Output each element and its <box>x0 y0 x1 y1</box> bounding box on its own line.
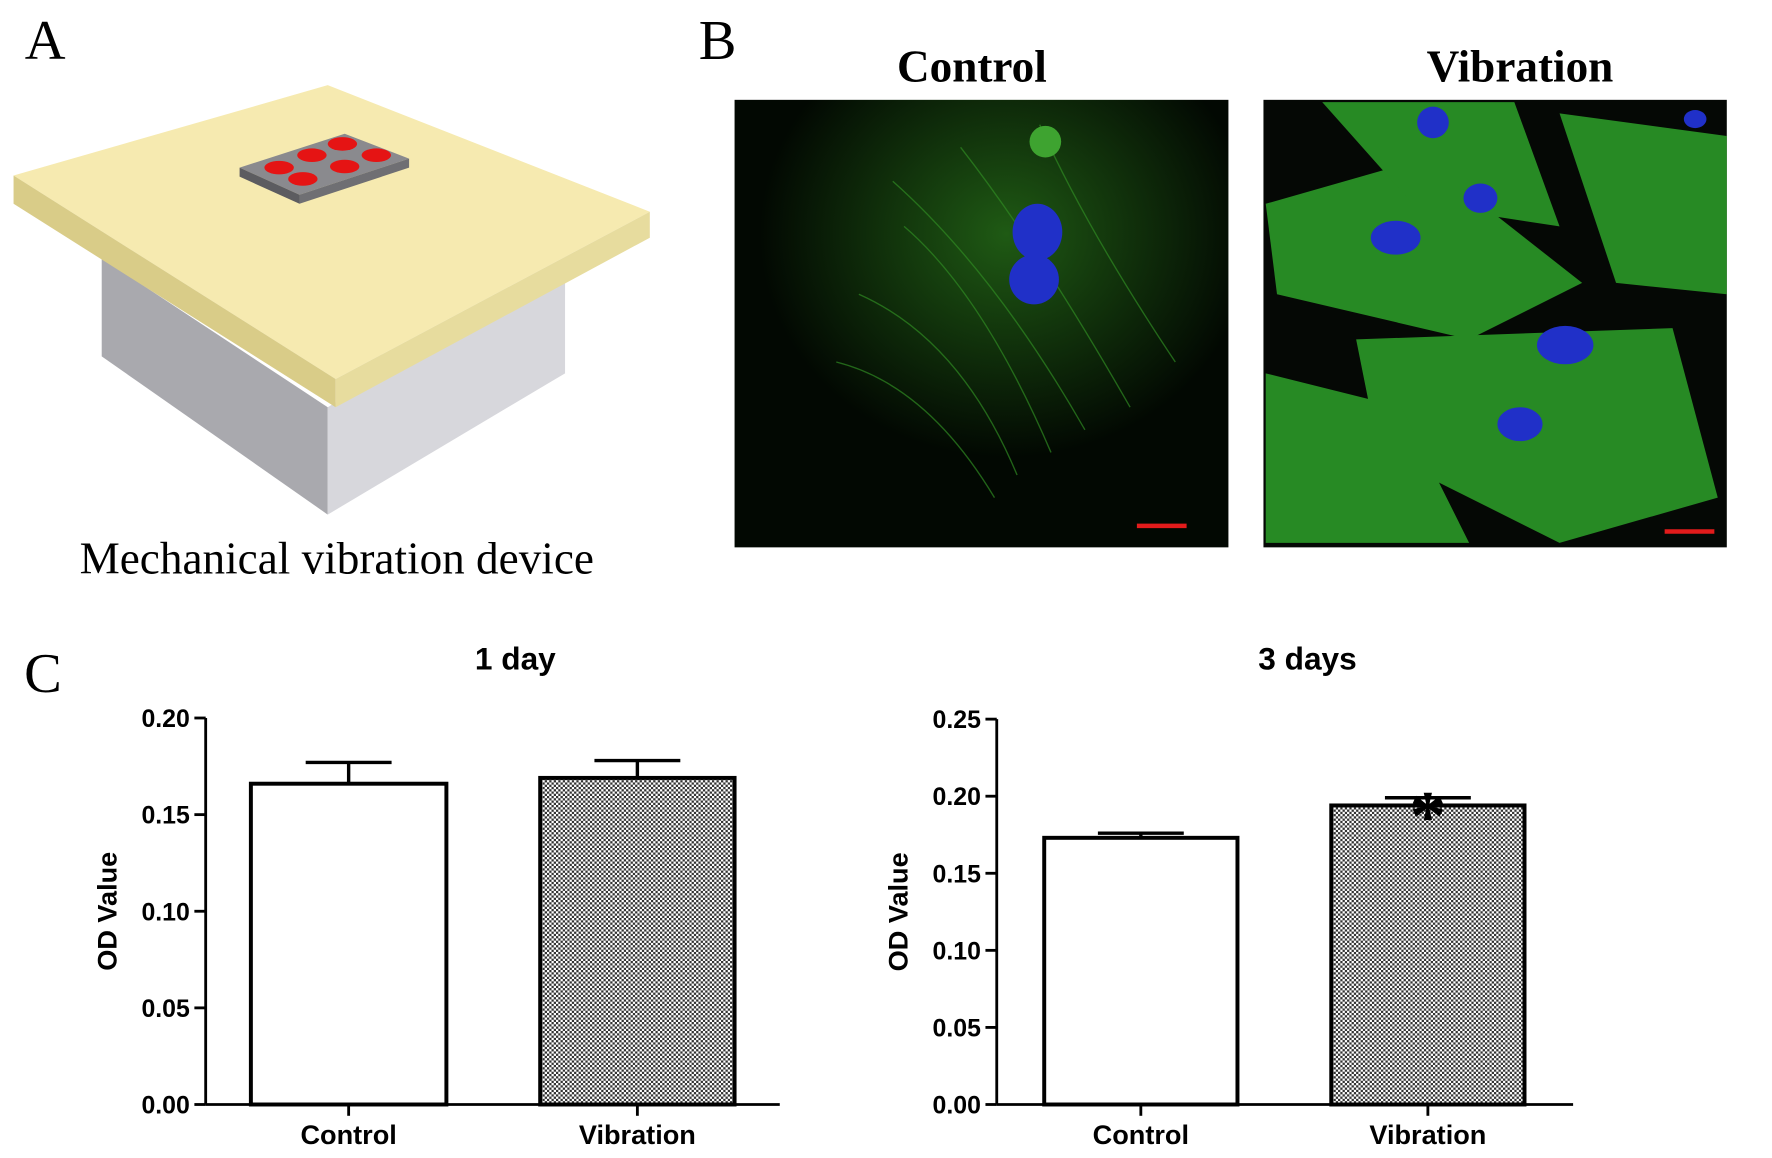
image-title: Vibration <box>1427 42 1614 92</box>
y-axis-label: OD Value <box>91 852 122 971</box>
y-tick-label: 0.25 <box>933 706 982 734</box>
y-tick-label: 0.10 <box>933 937 981 965</box>
y-tick-label: 0.05 <box>141 995 190 1023</box>
x-tick-label: Vibration <box>579 1119 696 1150</box>
y-tick-label: 0.00 <box>933 1092 981 1120</box>
panel-label: A <box>25 10 66 72</box>
y-tick-label: 0.05 <box>933 1014 982 1042</box>
y-axis-label: OD Value <box>882 852 913 971</box>
chart-title: 1 day <box>475 640 556 676</box>
significance-marker: * <box>1410 777 1446 857</box>
x-tick-label: Vibration <box>1369 1119 1486 1150</box>
bar <box>1329 803 1527 1107</box>
bar <box>248 781 449 1107</box>
panel-label: C <box>24 643 62 705</box>
micrograph-control <box>734 99 1229 548</box>
y-tick-label: 0.15 <box>933 860 982 888</box>
bar <box>1042 835 1240 1107</box>
y-tick-label: 0.20 <box>141 705 189 733</box>
y-tick-label: 0.00 <box>141 1092 189 1120</box>
bar <box>538 775 737 1107</box>
x-tick-label: Control <box>1093 1119 1189 1150</box>
charts: 1 day OD Value 0.00 0.05 0.10 0.15 0.20 Control… <box>91 640 1574 1150</box>
micrograph-vibration <box>1263 99 1727 548</box>
caption: Mechanical vibration device <box>80 533 594 583</box>
chart-title: 3 days <box>1258 640 1356 676</box>
x-tick-label: Control <box>300 1119 396 1150</box>
device-illustration <box>13 85 650 515</box>
image-title: Control <box>897 42 1047 92</box>
y-tick-label: 0.10 <box>141 898 189 926</box>
y-tick-label: 0.20 <box>933 783 981 811</box>
panel-label: B <box>699 10 737 72</box>
y-tick-label: 0.15 <box>141 802 190 830</box>
